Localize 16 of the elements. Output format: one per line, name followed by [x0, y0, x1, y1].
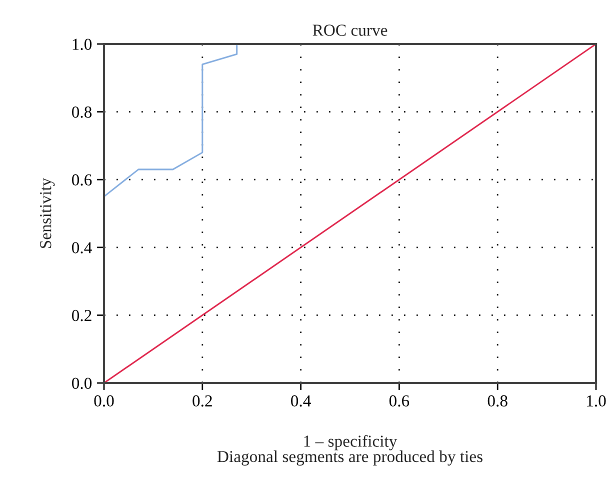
x-axis-title: 1 – specificity	[304, 434, 398, 450]
x-tick-label: 1.0	[587, 395, 606, 407]
x-tick-label: 0.2	[192, 395, 212, 407]
y-axis-title: Sensitivity	[40, 178, 55, 248]
x-tick-label: 0.0	[94, 395, 114, 407]
x-tick-label: 0.6	[389, 395, 410, 407]
y-tick-label: 0.2	[72, 310, 92, 322]
x-tick-label: 0.4	[291, 395, 311, 407]
y-tick-label: 0.6	[72, 174, 92, 186]
y-tick-label: 0.0	[72, 378, 92, 390]
y-tick-label: 1.0	[72, 38, 92, 50]
y-tick-label: 0.4	[72, 242, 92, 254]
x-tick-label: 0.8	[488, 395, 508, 407]
chart-title: ROC curve	[312, 24, 388, 36]
text: Diagonal segments are produced by ties	[217, 450, 482, 466]
y-tick-label: 0.8	[72, 106, 92, 118]
